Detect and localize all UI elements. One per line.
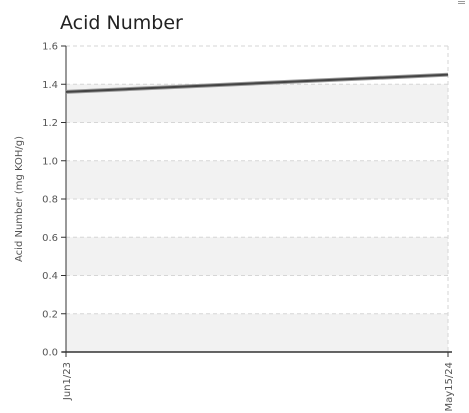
hamburger-menu-icon[interactable] xyxy=(458,0,465,4)
chart-title: Acid Number xyxy=(60,12,183,34)
x-tick-label: May15/24 xyxy=(444,362,455,412)
y-tick-label: 0.6 xyxy=(42,233,58,244)
y-tick-label: 1.4 xyxy=(42,80,58,91)
series-line xyxy=(65,73,449,93)
plot-band xyxy=(66,237,448,276)
y-axis-title: Acid Number (mg KOH/g) xyxy=(14,136,25,262)
y-tick-label: 0.2 xyxy=(42,309,58,320)
plot-band xyxy=(66,160,448,199)
y-tick-label: 1.6 xyxy=(42,42,58,53)
y-tick-label: 0.8 xyxy=(42,195,58,206)
y-tick-label: 1.0 xyxy=(42,156,58,167)
x-tick-label: Jun1/23 xyxy=(62,362,73,401)
y-tick-label: 0.0 xyxy=(42,348,58,359)
y-tick-label: 0.4 xyxy=(42,271,58,282)
y-tick-label: 1.2 xyxy=(42,118,58,129)
plot-band xyxy=(66,313,448,352)
